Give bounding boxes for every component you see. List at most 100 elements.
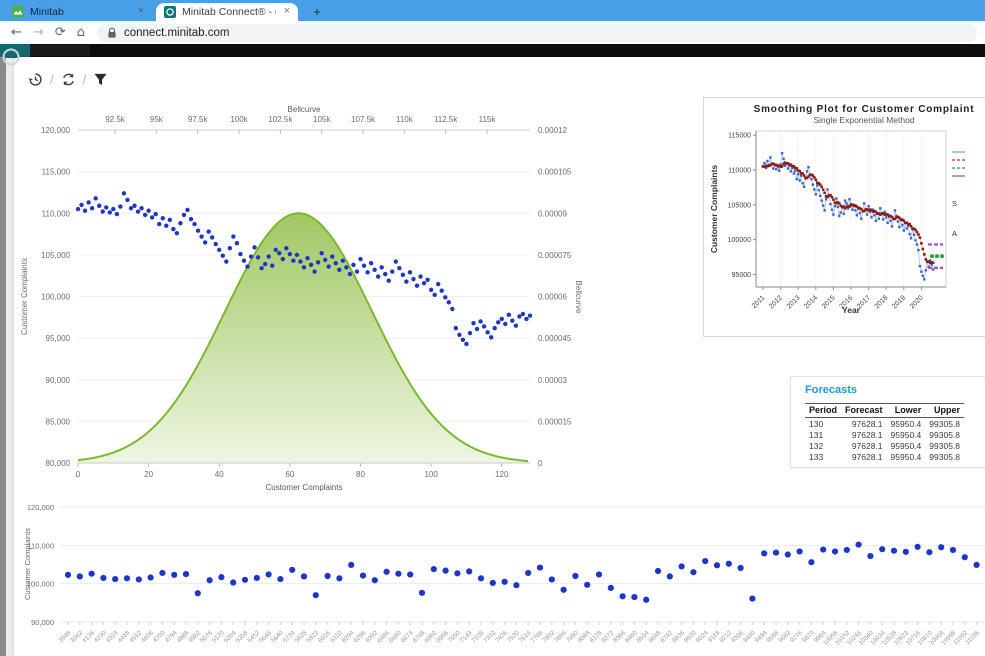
svg-text:7802: 7802 (541, 629, 556, 644)
svg-text:5076: 5076 (199, 629, 214, 644)
svg-text:90,000: 90,000 (46, 376, 71, 385)
forecasts-table-header: Period Forecast Lower Upper (805, 403, 965, 418)
svg-text:4136: 4136 (81, 629, 96, 644)
svg-text:4512: 4512 (128, 629, 143, 644)
browser-tab-strip: Minitab × Minitab Connect® - connect.min… (0, 0, 985, 21)
svg-text:4230: 4230 (93, 629, 108, 644)
svg-text:2020: 2020 (909, 294, 925, 310)
svg-text:0.000075: 0.000075 (538, 251, 572, 260)
svg-text:95k: 95k (150, 115, 164, 124)
svg-text:5546: 5546 (258, 629, 273, 644)
svg-text:8930: 8930 (683, 629, 698, 644)
svg-text:100: 100 (424, 470, 438, 479)
svg-text:7332: 7332 (482, 629, 497, 644)
svg-text:8366: 8366 (612, 629, 627, 644)
forecasts-title: Forecasts (805, 384, 857, 396)
svg-text:4418: 4418 (117, 629, 132, 644)
svg-text:2012: 2012 (768, 294, 784, 310)
svg-text:6486: 6486 (376, 629, 391, 644)
svg-text:5358: 5358 (235, 629, 250, 644)
svg-text:9212: 9212 (718, 629, 733, 644)
history-icon[interactable] (28, 72, 43, 87)
svg-text:80,000: 80,000 (46, 459, 71, 468)
window-edge (0, 57, 6, 656)
bellcurve-scatter-chart[interactable]: 120,000 115,000 110,000 105,000 100,000 95,00… (20, 92, 680, 497)
svg-text:115k: 115k (479, 115, 497, 124)
svg-text:Customer Complaints: Customer Complaints (20, 258, 29, 335)
svg-text:105k: 105k (313, 115, 331, 124)
svg-text:7144: 7144 (459, 629, 474, 644)
svg-text:0.000015: 0.000015 (538, 417, 572, 426)
svg-text:9870: 9870 (801, 629, 816, 644)
svg-text:5264: 5264 (223, 629, 238, 644)
svg-text:7708: 7708 (530, 629, 545, 644)
tab-close-icon[interactable]: × (137, 5, 145, 17)
tab-label: Minitab (30, 6, 64, 18)
smoothing-plot-title: Smoothing Plot for Customer Complaint (753, 104, 975, 115)
url-field[interactable]: connect.minitab.com (96, 23, 977, 42)
svg-text:5734: 5734 (282, 629, 297, 644)
svg-text:120,000: 120,000 (41, 126, 70, 135)
svg-text:3948: 3948 (58, 629, 73, 644)
forecast-row: 132 97628.1 95950.4 99305.8 (809, 440, 961, 451)
svg-text:90,000: 90,000 (31, 618, 54, 627)
tab-close-icon[interactable]: × (283, 5, 291, 17)
svg-text:95000: 95000 (732, 272, 752, 279)
refresh-icon[interactable] (61, 72, 76, 87)
svg-text:5640: 5640 (270, 629, 285, 644)
svg-text:95,000: 95,000 (46, 334, 71, 343)
svg-text:7050: 7050 (447, 629, 462, 644)
svg-text:80: 80 (356, 470, 365, 479)
svg-text:120: 120 (495, 470, 509, 479)
svg-text:5828: 5828 (294, 629, 309, 644)
svg-text:100k: 100k (230, 115, 248, 124)
svg-text:100,000: 100,000 (27, 580, 54, 589)
svg-text:97.5k: 97.5k (188, 115, 209, 124)
svg-text:112.5k: 112.5k (434, 115, 458, 124)
tab-minitab-connect[interactable]: Minitab Connect® - connect.min × (156, 3, 298, 21)
smoothing-plot-subtitle: Single Exponential Method (813, 115, 915, 125)
tab-label: Minitab Connect® - connect.min (182, 6, 276, 18)
minitab-favicon (12, 6, 24, 18)
svg-text:7520: 7520 (506, 629, 521, 644)
svg-text:8648: 8648 (648, 629, 663, 644)
svg-text:9776: 9776 (789, 629, 804, 644)
forecast-col-header: Upper (925, 403, 965, 418)
svg-text:2015: 2015 (821, 294, 837, 310)
svg-text:4324: 4324 (105, 629, 120, 644)
back-icon[interactable]: ← (11, 25, 22, 40)
svg-text:Year: Year (842, 305, 861, 315)
complaints-scatter-chart[interactable]: 120,000110,000100,00090,0003948404241364… (0, 492, 985, 656)
filter-icon[interactable] (93, 72, 108, 87)
svg-text:115,000: 115,000 (42, 168, 71, 177)
address-bar: ← → ⟳ ⌂ connect.minitab.com (0, 21, 985, 44)
svg-text:0.00009: 0.00009 (538, 209, 567, 218)
home-icon[interactable]: ⌂ (76, 25, 85, 40)
svg-text:6016: 6016 (317, 629, 332, 644)
new-tab-button[interactable]: + (313, 4, 321, 19)
forecast-col-header: Forecast (841, 403, 887, 418)
svg-text:8178: 8178 (589, 629, 604, 644)
svg-text:0.00012: 0.00012 (538, 126, 567, 135)
minitab-connect-favicon (164, 6, 176, 18)
svg-text:8272: 8272 (600, 629, 615, 644)
svg-text:6674: 6674 (400, 629, 415, 644)
url-text: connect.minitab.com (123, 26, 230, 39)
svg-text:9494: 9494 (754, 629, 769, 644)
reload-icon[interactable]: ⟳ (54, 25, 66, 40)
tab-minitab[interactable]: Minitab × (4, 3, 152, 21)
svg-text:100,000: 100,000 (41, 293, 70, 302)
svg-text:2011: 2011 (751, 294, 767, 310)
forecast-row: 133 97628.1 95950.4 99305.8 (809, 451, 961, 462)
svg-text:6392: 6392 (364, 629, 379, 644)
svg-text:5452: 5452 (246, 629, 261, 644)
svg-text:2013: 2013 (786, 294, 802, 310)
forecasts-table-body: 130 97628.1 95950.4 99305.8 131 97628.1 95950.… (805, 418, 964, 463)
svg-text:4700: 4700 (152, 629, 167, 644)
svg-text:S: S (952, 199, 957, 208)
svg-text:8084: 8084 (577, 629, 592, 644)
forward-icon[interactable]: → (32, 25, 44, 40)
svg-text:2019: 2019 (891, 294, 907, 310)
svg-text:11186: 11186 (964, 629, 981, 646)
